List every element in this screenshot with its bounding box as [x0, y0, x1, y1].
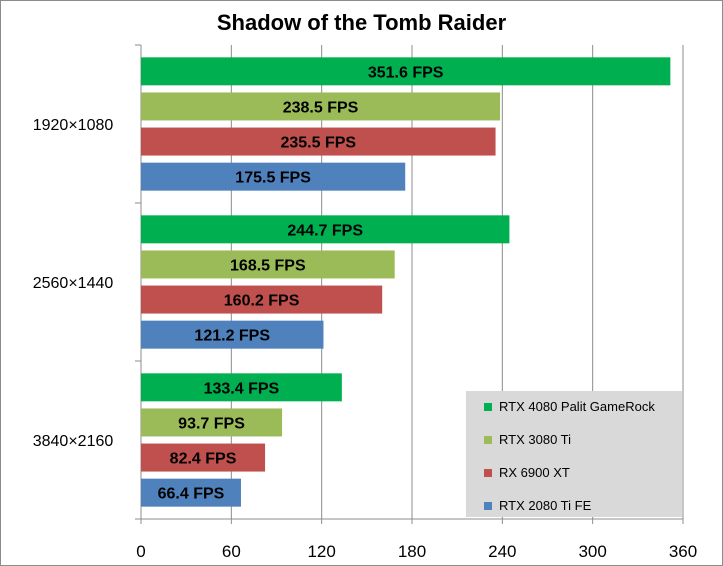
bar [141, 373, 342, 402]
data-label: 93.7 FPS [178, 415, 245, 432]
bar [141, 127, 496, 156]
bar [141, 57, 671, 86]
data-label: 133.4 FPS [204, 380, 280, 397]
legend-label: RX 6900 XT [499, 465, 570, 480]
x-tick-label: 120 [307, 542, 335, 561]
data-label: 244.7 FPS [287, 222, 363, 239]
bar [141, 478, 241, 507]
x-tick-label: 180 [398, 542, 426, 561]
data-label: 121.2 FPS [194, 328, 270, 345]
category-label: 2560×1440 [33, 275, 114, 292]
chart-title: Shadow of the Tomb Raider [216, 10, 507, 35]
category-label: 3840×2160 [33, 433, 114, 450]
data-label: 66.4 FPS [158, 486, 225, 503]
data-label: 238.5 FPS [283, 99, 359, 116]
legend-entry: RTX 3080 Ti [484, 432, 571, 447]
legend-swatch [484, 468, 492, 477]
x-tick-label: 240 [488, 542, 516, 561]
data-label: 82.4 FPS [170, 451, 237, 468]
category-label: 1920×1080 [33, 117, 114, 134]
legend-entry: RX 6900 XT [484, 465, 570, 480]
chart-legend: RTX 4080 Palit GameRock RTX 3080 Ti RX 690… [466, 391, 682, 517]
legend-label: RTX 2080 Ti FE [499, 498, 592, 513]
bar [141, 215, 510, 244]
legend-swatch [484, 435, 492, 444]
x-tick-label: 360 [669, 542, 697, 561]
legend-entry: RTX 4080 Palit GameRock [484, 399, 655, 414]
data-label: 160.2 FPS [224, 293, 300, 310]
legend-label: RTX 3080 Ti [499, 432, 572, 447]
data-label: 235.5 FPS [280, 135, 356, 152]
bar [141, 162, 406, 191]
data-label: 168.5 FPS [230, 257, 306, 274]
bar [141, 285, 383, 314]
data-label: 351.6 FPS [368, 64, 444, 81]
legend-label: RTX 4080 Palit GameRock [499, 399, 655, 414]
bar [141, 408, 283, 437]
bar [141, 320, 324, 349]
data-label: 175.5 FPS [235, 170, 311, 187]
bar [141, 250, 395, 279]
x-tick-label: 60 [222, 542, 241, 561]
bar [141, 443, 266, 472]
legend-entry: RTX 2080 Ti FE [484, 498, 591, 513]
legend-swatch [484, 501, 492, 510]
x-tick-label: 0 [136, 542, 145, 561]
x-tick-label: 300 [578, 542, 606, 561]
bar [141, 92, 501, 121]
legend-swatch [484, 402, 492, 411]
